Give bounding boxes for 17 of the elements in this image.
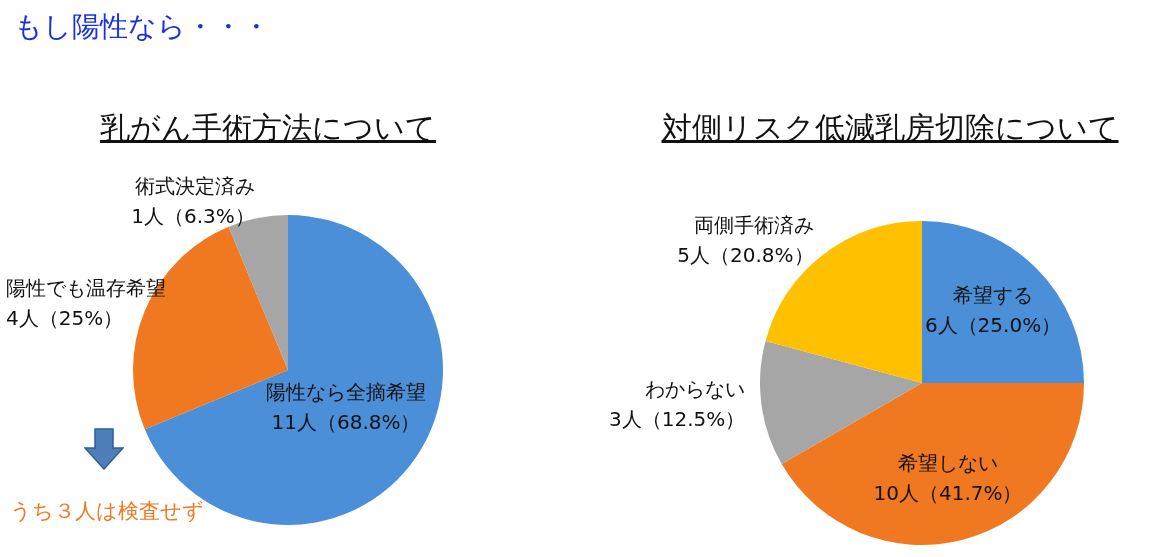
chart-title: 乳がん手術方法について	[99, 109, 437, 147]
data-label: 3人（12.5%）	[609, 407, 746, 432]
slice-label: わからない	[645, 377, 746, 402]
data-label: 5人（20.8%）	[677, 242, 814, 267]
slice-label: 両側手術済み	[693, 212, 814, 237]
data-label: 6人（25.0%）	[924, 313, 1062, 338]
data-label: 4人（25%）	[6, 305, 124, 330]
data-label: 11人（68.8%）	[271, 409, 421, 434]
text: もし陽性なら・・・	[14, 9, 270, 45]
slice-label: 陽性なら全摘希望	[265, 379, 426, 404]
slice-label: 希望しない	[898, 451, 998, 476]
data-label: 10人（41.7%）	[873, 481, 1023, 506]
slice-label: 希望する	[953, 283, 1034, 308]
chart-title: 対側リスク低減乳房切除について	[660, 109, 1120, 147]
slice-label: 術式決定済み	[134, 173, 255, 198]
text: うち３人は検査せず	[10, 498, 204, 525]
data-label: 1人（6.3%）	[131, 203, 255, 228]
